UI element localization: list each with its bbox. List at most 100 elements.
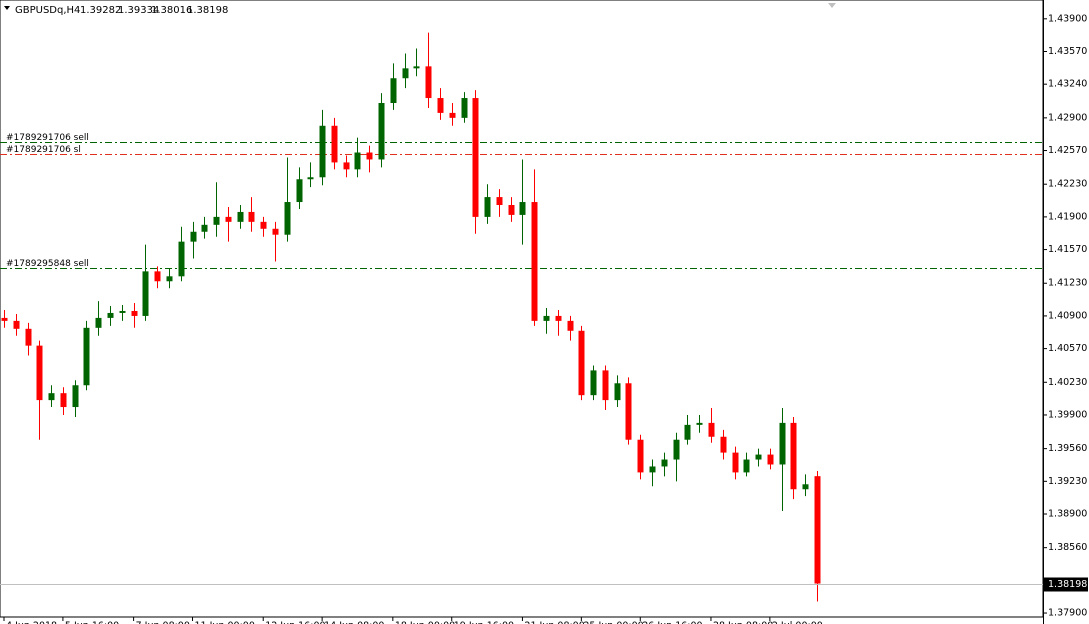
y-tick-label: 1.41900 — [1048, 211, 1087, 222]
y-tick-label: 1.39900 — [1048, 409, 1087, 420]
candle-body — [802, 484, 809, 490]
candle-body — [307, 177, 314, 180]
y-tick-label: 1.40900 — [1048, 310, 1087, 321]
header-open: 1.39282 — [80, 5, 121, 16]
candle-body — [732, 452, 739, 473]
candle-body — [48, 393, 55, 401]
candle-body — [720, 436, 727, 453]
candle-body — [284, 202, 291, 235]
y-tick-label: 1.39230 — [1048, 476, 1087, 487]
y-tick-label: 1.43900 — [1048, 13, 1087, 24]
candle-body — [567, 320, 574, 331]
x-tick-label: 12 Jun 16:00 — [265, 621, 325, 624]
candle-body — [790, 422, 797, 490]
candle-body — [508, 205, 515, 215]
candle-body — [1, 317, 8, 321]
y-tick-label: 1.41230 — [1048, 278, 1087, 289]
candle-body — [578, 330, 585, 396]
x-tick-label: 7 Jun 08:00 — [136, 621, 190, 624]
candle-body — [60, 393, 67, 408]
x-tick-label: 28 Jun 08:00 — [713, 621, 773, 624]
candle-body — [131, 310, 138, 316]
candle-body — [166, 276, 173, 282]
candle-body — [814, 476, 821, 584]
candle-body — [461, 98, 468, 118]
y-tick-label: 1.43240 — [1048, 79, 1087, 90]
candle-body — [213, 216, 220, 225]
candle-body — [625, 383, 632, 440]
candle-body — [190, 231, 197, 242]
candle-body — [272, 228, 279, 235]
candle-body — [237, 211, 244, 222]
candle-body — [661, 459, 668, 467]
candle-body — [260, 221, 267, 229]
candle-body — [154, 271, 161, 282]
candle-body — [36, 345, 43, 401]
candle-body — [755, 454, 762, 460]
order-label: #1789291706 sell — [6, 133, 89, 143]
candle-body — [178, 241, 185, 277]
y-tick-label: 1.41570 — [1048, 244, 1087, 255]
candle-body — [425, 66, 432, 99]
candle-body — [449, 112, 456, 118]
candle-body — [590, 370, 597, 396]
header-close: 1.38198 — [187, 5, 228, 16]
candle-body — [637, 439, 644, 473]
candle-body — [602, 370, 609, 401]
candle-body — [696, 422, 703, 425]
candle-body — [779, 422, 786, 465]
candle-body — [496, 197, 503, 206]
x-tick-label: 14 Jun 08:00 — [324, 621, 384, 624]
candle-body — [201, 224, 208, 232]
y-tick-label: 1.40570 — [1048, 343, 1087, 354]
y-tick-label: 1.43570 — [1048, 46, 1087, 57]
candle-body — [402, 68, 409, 79]
candle-body — [519, 202, 526, 215]
candle-body — [296, 179, 303, 203]
candle-body — [543, 315, 550, 321]
y-tick-label: 1.40230 — [1048, 377, 1087, 388]
candle-body — [708, 422, 715, 437]
menu-arrow — [4, 6, 10, 10]
candle-body — [472, 98, 479, 217]
chart-title: GBPUSDq,H4 — [15, 5, 80, 16]
x-tick-label: 11 Jun 00:00 — [195, 621, 255, 624]
y-tick-label: 1.42570 — [1048, 145, 1087, 156]
shift-marker — [828, 3, 836, 8]
candle-body — [107, 312, 114, 318]
candle-body — [743, 459, 750, 473]
x-tick-label: 19 Jun 16:00 — [454, 621, 514, 624]
candle-body — [72, 385, 79, 408]
candle-body — [366, 152, 373, 160]
candle-body — [95, 317, 102, 328]
candle-body — [225, 216, 232, 222]
candle-body — [354, 152, 361, 170]
x-tick-label: 21 Jun 08:00 — [524, 621, 584, 624]
candle-body — [83, 327, 90, 386]
order-label: #1789295848 sell — [6, 259, 89, 269]
y-tick-label: 1.38560 — [1048, 542, 1087, 553]
x-tick-label: 25 Jun 00:00 — [583, 621, 643, 624]
header-high: 1.39334 — [118, 5, 159, 16]
candle-body — [119, 310, 126, 313]
candle-body — [378, 102, 385, 160]
plot-frame — [0, 0, 1044, 618]
candle-body — [343, 162, 350, 170]
candle-body — [484, 197, 491, 217]
price-label: 1.38198 — [1048, 579, 1087, 590]
candle-body — [555, 315, 562, 321]
candle-body — [390, 78, 397, 103]
candle-body — [142, 271, 149, 316]
x-tick-label: 4 Jun 2018 — [6, 621, 57, 624]
candle-body — [13, 320, 20, 329]
y-tick-label: 1.39560 — [1048, 443, 1087, 454]
x-tick-label: 5 Jun 16:00 — [65, 621, 119, 624]
candle-body — [649, 466, 656, 473]
price-label-box — [1044, 577, 1088, 592]
order-label: #1789291706 sl — [6, 145, 81, 155]
y-tick-label: 1.38900 — [1048, 509, 1087, 520]
candle-body — [331, 125, 338, 163]
candle-body — [673, 439, 680, 460]
x-tick-label: 2 Jul 00:00 — [772, 621, 823, 624]
